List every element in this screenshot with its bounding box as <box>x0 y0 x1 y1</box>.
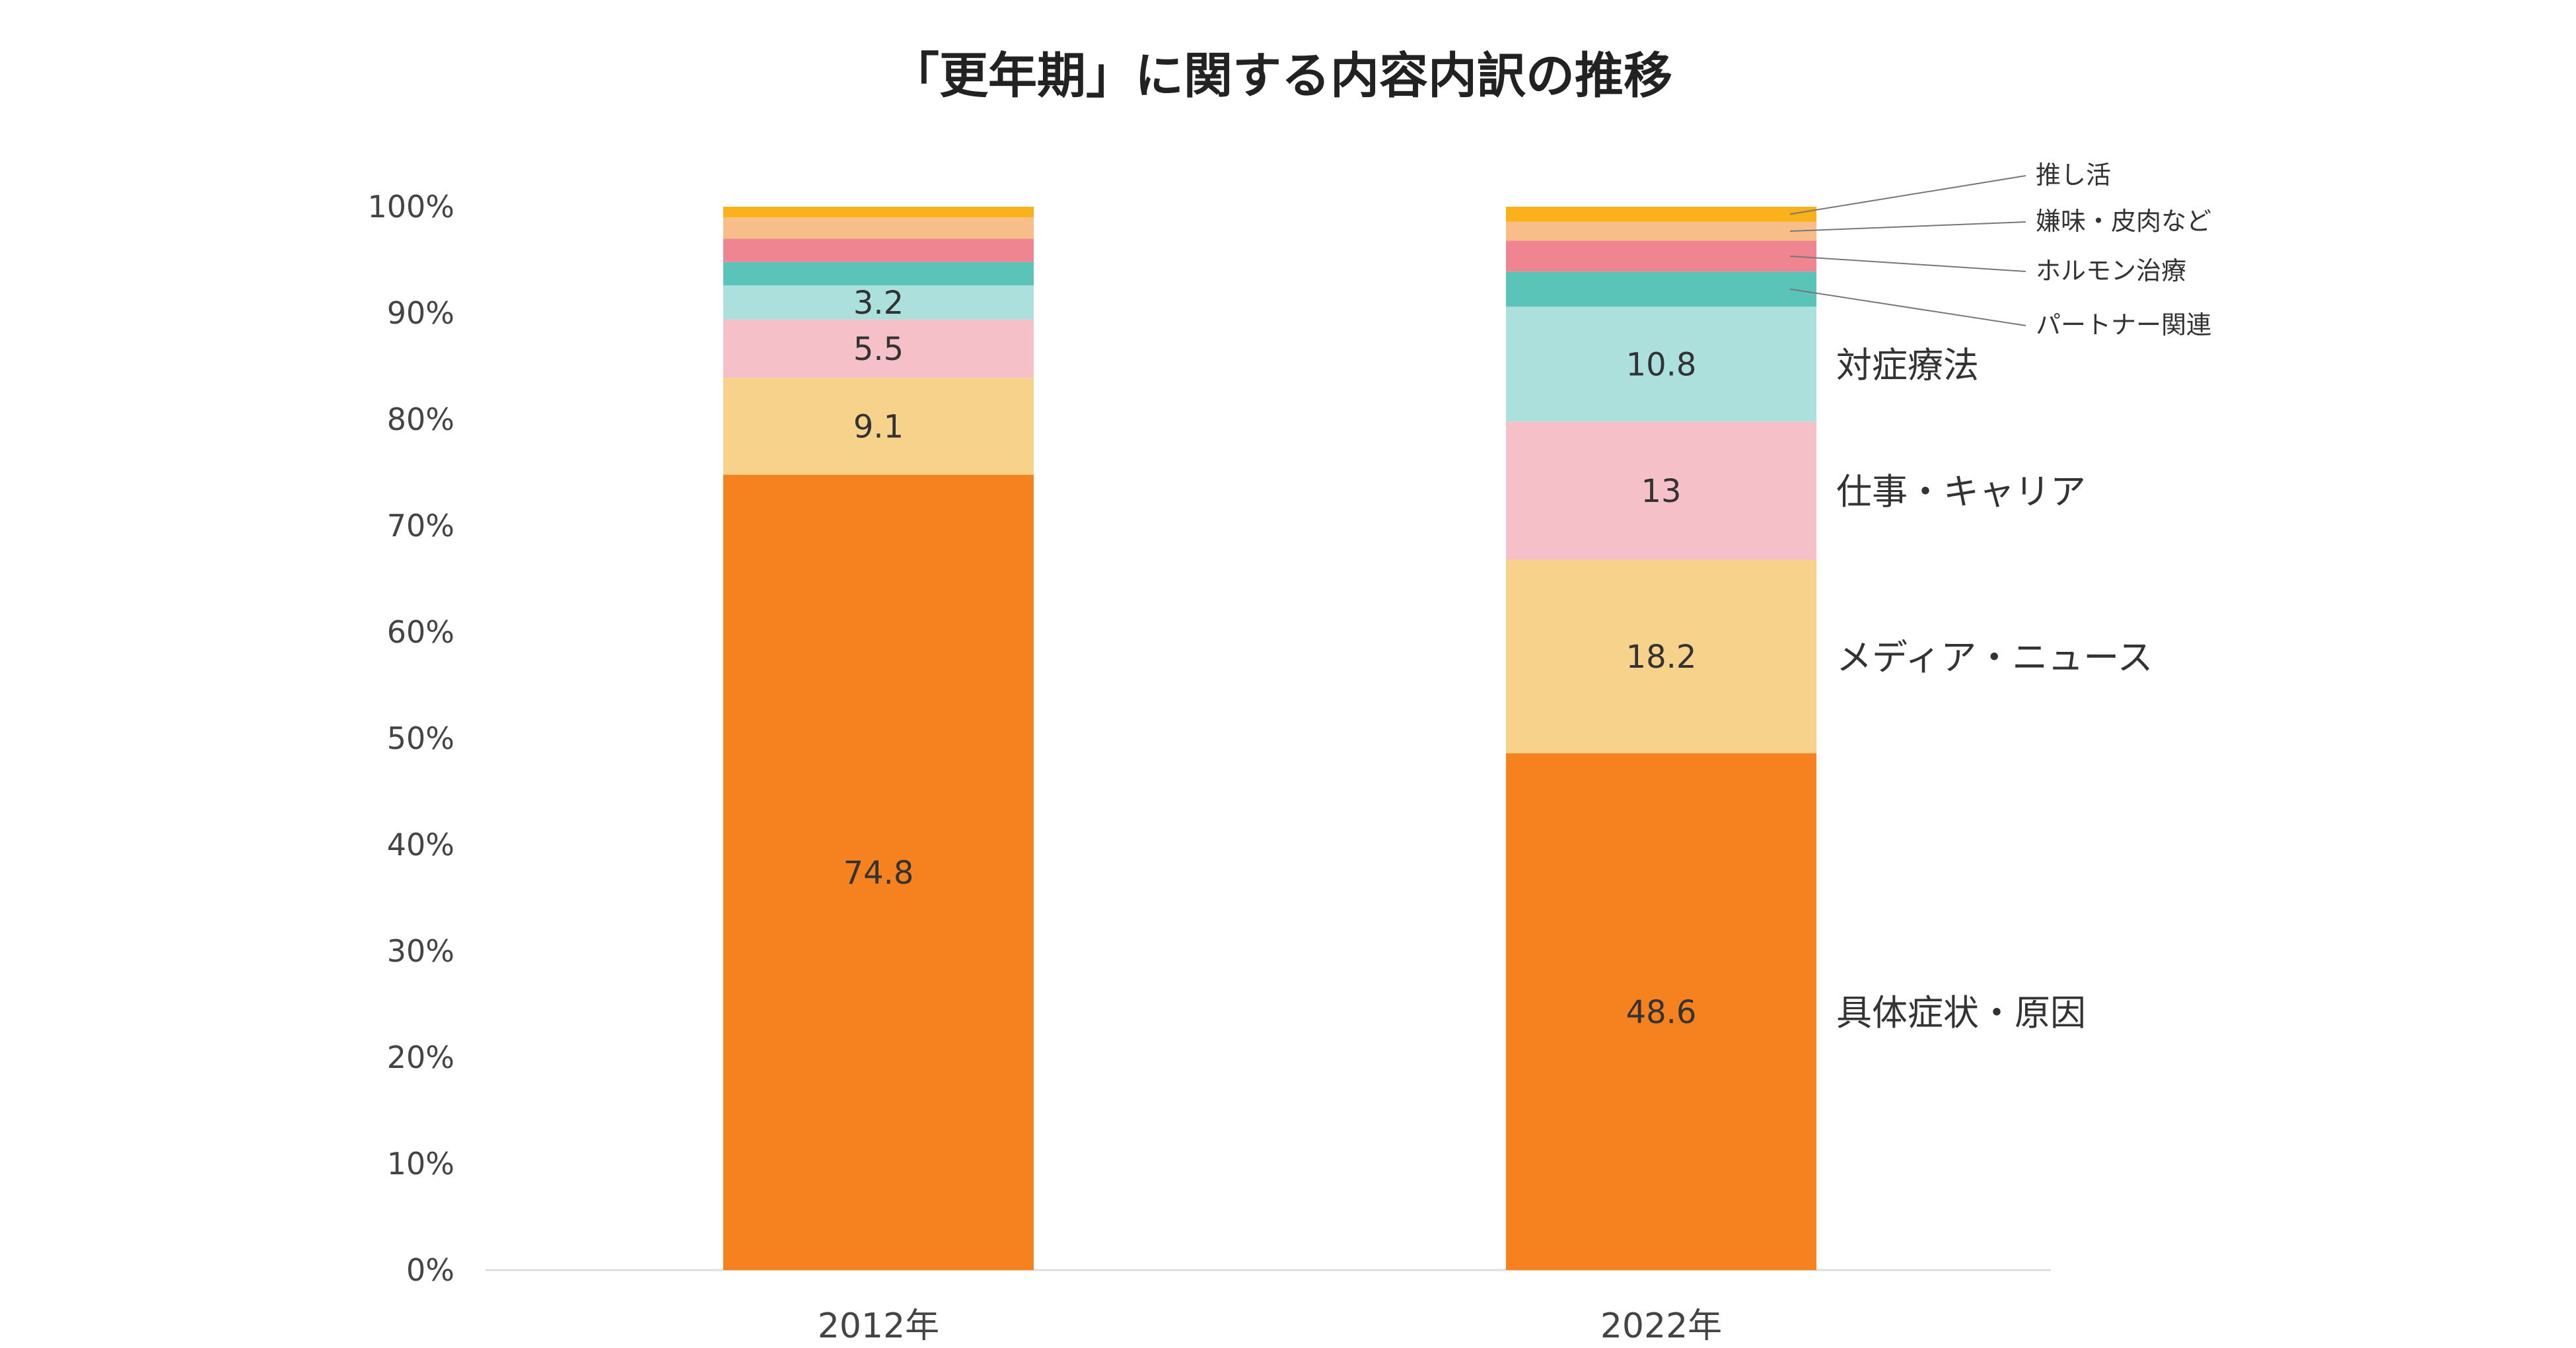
bar-segment <box>723 474 1034 1270</box>
x-tick-label: 2012年 <box>818 1306 939 1346</box>
y-tick-label: 60% <box>387 614 454 650</box>
bar-segment <box>723 378 1034 475</box>
series-label: パートナー関連 <box>2036 310 2211 339</box>
y-tick-label: 0% <box>406 1252 454 1288</box>
bar-segment <box>1506 271 1816 307</box>
y-tick-label: 100% <box>367 189 454 225</box>
bar-segment <box>1506 559 1816 754</box>
series-label: 嫌味・皮肉など <box>2036 207 2211 236</box>
bar-segment <box>723 207 1034 218</box>
label-leader-line <box>1789 175 2026 215</box>
series-label: 推し活 <box>2036 160 2111 190</box>
bar-segment <box>723 217 1034 239</box>
data-label: 13 <box>1641 473 1681 510</box>
series-label: 仕事・キャリア <box>1836 471 2086 513</box>
label-leader-line <box>1789 255 2026 272</box>
data-label: 3.2 <box>853 285 904 322</box>
bar-segment <box>723 238 1034 262</box>
y-axis: 0% 10% 20% 30% 40% 50% 60% 70% 80% 90% 100% <box>367 189 454 1288</box>
label-leader-line <box>1789 288 2026 326</box>
bar-segment <box>1506 306 1816 422</box>
bar-segment <box>723 319 1034 378</box>
data-label: 5.5 <box>853 331 904 368</box>
bar-segment <box>1506 221 1816 241</box>
bar-segment <box>723 285 1034 320</box>
x-tick-label: 2022年 <box>1600 1306 1722 1346</box>
data-label: 18.2 <box>1626 639 1697 676</box>
label-leader-line <box>1789 221 2026 232</box>
series-label: メディア・ニュース <box>1836 637 2153 678</box>
y-tick-label: 20% <box>387 1040 454 1075</box>
y-tick-label: 80% <box>387 402 454 437</box>
y-tick-label: 30% <box>387 933 454 969</box>
x-axis: 2012年 2022年 <box>818 1306 1722 1346</box>
bar-segment <box>1506 753 1816 1270</box>
y-tick-label: 90% <box>387 295 454 331</box>
chart-title: 「更年期」に関する内容内訳の推移 <box>890 48 1672 104</box>
bar-segment <box>723 262 1034 286</box>
data-label: 9.1 <box>853 408 904 445</box>
y-tick-label: 10% <box>387 1146 454 1182</box>
series-label: 具体症状・原因 <box>1836 992 2086 1034</box>
y-tick-label: 70% <box>387 508 454 544</box>
y-tick-label: 50% <box>387 721 454 756</box>
bar-segment <box>1506 207 1816 222</box>
data-label: 10.8 <box>1626 346 1697 383</box>
bar-segment <box>1506 240 1816 272</box>
series-label: ホルモン治療 <box>2036 256 2186 285</box>
data-label: 74.8 <box>843 855 914 892</box>
series-label: 対症療法 <box>1836 344 1979 386</box>
bars: 74.8 9.1 5.5 3.2 48.6 18.2 13 10.8 <box>723 207 1816 1270</box>
y-tick-label: 40% <box>387 827 454 863</box>
data-label: 48.6 <box>1626 994 1697 1031</box>
bar-segment <box>1506 421 1816 560</box>
